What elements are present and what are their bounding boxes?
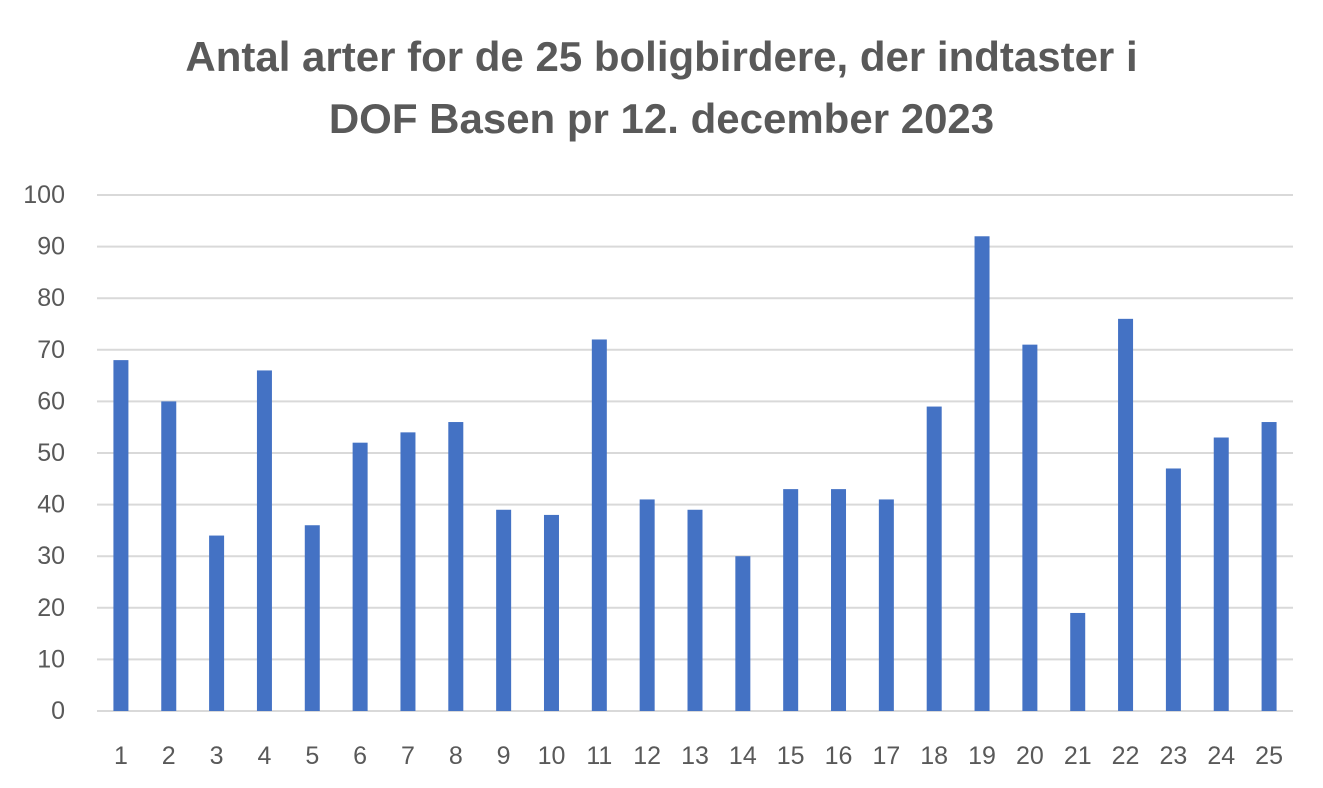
bar-1 xyxy=(113,360,129,711)
x-tick-label-8: 8 xyxy=(449,742,463,770)
bar-22 xyxy=(1118,318,1134,711)
x-tick-label-15: 15 xyxy=(777,742,805,770)
y-tick-label-80: 80 xyxy=(37,284,65,312)
y-tick-label-10: 10 xyxy=(37,645,65,673)
x-tick-label-6: 6 xyxy=(353,742,367,770)
y-tick-label-100: 100 xyxy=(23,181,65,209)
chart-title: Antal arter for de 25 boligbirdere, der … xyxy=(0,26,1323,150)
bar-5 xyxy=(304,525,320,711)
bar-13 xyxy=(687,509,703,711)
bar-20 xyxy=(1022,344,1038,711)
x-tick-label-7: 7 xyxy=(401,742,415,770)
x-tick-label-10: 10 xyxy=(538,742,566,770)
bar-23 xyxy=(1165,468,1181,711)
x-tick-label-22: 22 xyxy=(1112,742,1140,770)
y-tick-label-70: 70 xyxy=(37,336,65,364)
bar-6 xyxy=(352,442,368,711)
bar-24 xyxy=(1213,437,1229,711)
bar-12 xyxy=(639,499,655,711)
x-tick-label-5: 5 xyxy=(305,742,319,770)
bar-19 xyxy=(974,236,990,711)
y-tick-label-0: 0 xyxy=(51,697,65,725)
bar-15 xyxy=(783,489,799,711)
x-tick-label-24: 24 xyxy=(1207,742,1235,770)
bar-4 xyxy=(256,370,272,711)
bar-8 xyxy=(448,422,464,711)
x-tick-label-11: 11 xyxy=(586,742,612,770)
y-tick-label-50: 50 xyxy=(37,439,65,467)
x-tick-label-20: 20 xyxy=(1016,742,1044,770)
bar-17 xyxy=(878,499,894,711)
x-tick-label-17: 17 xyxy=(872,742,900,770)
x-tick-label-12: 12 xyxy=(633,742,661,770)
bar-21 xyxy=(1070,612,1086,711)
x-tick-label-23: 23 xyxy=(1159,742,1187,770)
x-tick-label-4: 4 xyxy=(257,742,271,770)
bar-11 xyxy=(591,339,607,711)
x-tick-label-18: 18 xyxy=(920,742,948,770)
x-tick-label-9: 9 xyxy=(497,742,511,770)
bar-10 xyxy=(543,514,559,711)
bar-16 xyxy=(831,489,847,711)
chart-title-line-1: Antal arter for de 25 boligbirdere, der … xyxy=(185,33,1138,80)
bar-14 xyxy=(735,556,751,711)
bar-7 xyxy=(400,432,416,711)
bar-25 xyxy=(1261,422,1277,711)
x-tick-label-14: 14 xyxy=(729,742,757,770)
x-tick-label-13: 13 xyxy=(681,742,709,770)
bar-18 xyxy=(926,406,942,711)
x-tick-label-16: 16 xyxy=(825,742,853,770)
y-tick-label-40: 40 xyxy=(37,491,65,519)
bar-2 xyxy=(161,401,177,711)
y-tick-label-30: 30 xyxy=(37,542,65,570)
y-tick-label-90: 90 xyxy=(37,233,65,261)
x-tick-label-25: 25 xyxy=(1255,742,1283,770)
bar-9 xyxy=(496,509,512,711)
chart-title-line-2: DOF Basen pr 12. december 2023 xyxy=(328,95,995,142)
x-tick-label-1: 1 xyxy=(114,742,128,770)
x-tick-label-3: 3 xyxy=(210,742,224,770)
bar-3 xyxy=(209,535,225,711)
y-tick-label-20: 20 xyxy=(37,594,65,622)
x-tick-label-2: 2 xyxy=(162,742,176,770)
x-tick-label-21: 21 xyxy=(1064,742,1092,770)
y-tick-label-60: 60 xyxy=(37,387,65,415)
x-tick-label-19: 19 xyxy=(968,742,996,770)
